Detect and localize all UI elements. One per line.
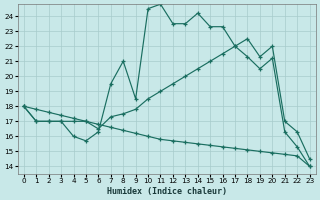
- X-axis label: Humidex (Indice chaleur): Humidex (Indice chaleur): [107, 187, 227, 196]
